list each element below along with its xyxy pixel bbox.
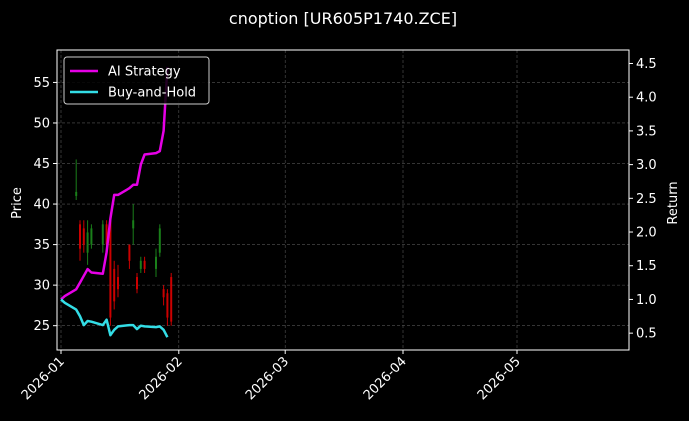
candle-body	[162, 289, 165, 298]
candles	[75, 159, 173, 326]
y-tick-label-left: 55	[33, 76, 50, 91]
candle-body	[105, 224, 108, 245]
lines	[60, 66, 169, 338]
candle-body	[132, 220, 135, 229]
y-tick-label-left: 35	[33, 238, 50, 253]
candle-body	[117, 277, 119, 290]
legend-label: Buy-and-Hold	[108, 86, 196, 101]
candle-body	[82, 228, 85, 245]
axis-right: 0.5 1.0 1.5 2.0 2.5 3.0 3.5 4.0 4.5	[629, 57, 657, 342]
y-axis-label-left: Price	[10, 187, 25, 219]
y-tick-label-right: 1.0	[636, 293, 657, 308]
candle-body	[139, 260, 142, 269]
candle-body	[155, 256, 157, 269]
legend-box	[63, 56, 210, 105]
candle-body	[101, 224, 104, 245]
axis-left: 25 30 35 40 45 50 55	[33, 76, 57, 334]
candle-body	[90, 228, 93, 245]
candle-body	[113, 268, 116, 302]
y-tick-label-right: 0.5	[636, 327, 657, 342]
y-tick-label-left: 25	[33, 319, 50, 334]
series-line-buy-and-hold	[60, 298, 169, 338]
candle-body	[79, 224, 81, 249]
candle-body	[75, 191, 78, 196]
candle-body	[86, 232, 89, 253]
candle-body	[109, 220, 112, 318]
y-tick-label-right: 2.5	[636, 192, 657, 207]
candle-body	[136, 277, 138, 290]
legend: AI Strategy Buy-and-Hold	[63, 56, 210, 105]
y-tick-label-left: 50	[33, 116, 50, 131]
y-tick-label-right: 4.0	[636, 91, 657, 106]
y-tick-label-left: 30	[33, 279, 50, 294]
candle-body	[170, 277, 173, 322]
y-tick-label-right: 1.5	[636, 259, 657, 274]
y-tick-label-left: 45	[33, 157, 50, 172]
chart-title: cnoption [UR605P1740.ZCE]	[229, 9, 457, 28]
candle-body	[158, 228, 161, 253]
y-tick-label-right: 3.0	[636, 158, 657, 173]
candle-body	[166, 293, 169, 318]
legend-label: AI Strategy	[108, 65, 181, 80]
plot-frame	[56, 49, 630, 351]
y-tick-label-left: 40	[33, 198, 50, 213]
candle-body	[143, 260, 146, 269]
candle-body	[128, 244, 131, 261]
y-axis-label-right: Return	[666, 181, 681, 224]
y-tick-label-right: 3.5	[636, 124, 657, 139]
y-tick-label-right: 4.5	[636, 57, 657, 72]
series-line-ai-strategy	[60, 66, 169, 301]
y-tick-label-right: 2.0	[636, 226, 657, 241]
